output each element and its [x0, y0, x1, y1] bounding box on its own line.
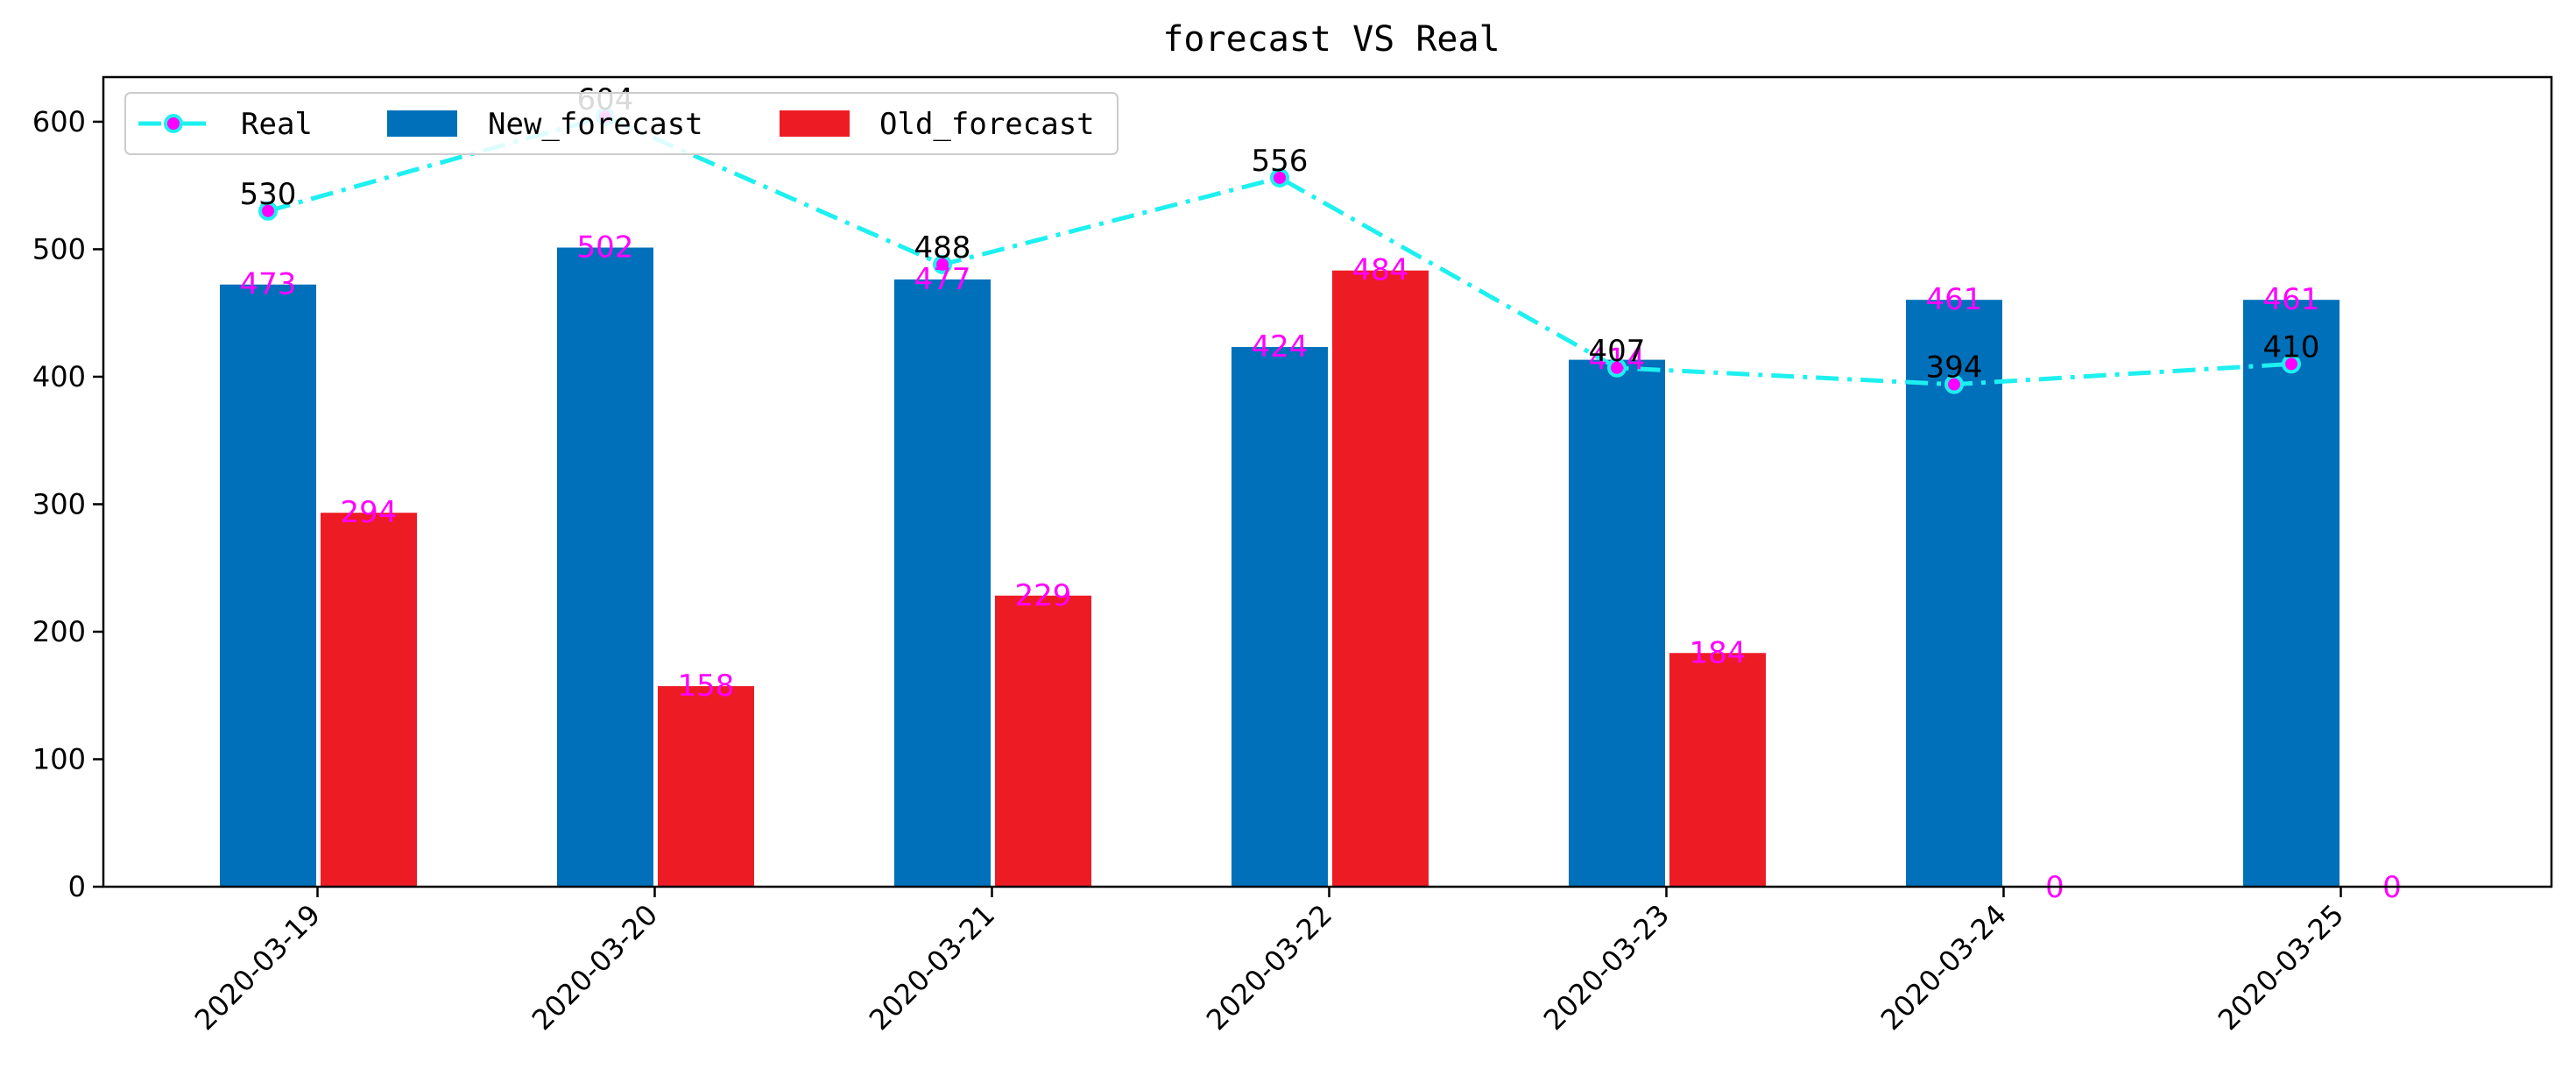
old-forecast-value-label: 294 — [341, 495, 398, 530]
x-tick-label: 2020-03-20 — [526, 898, 664, 1037]
real-value-label: 407 — [1589, 334, 1646, 369]
legend: Real New_forecast Old_forecast — [124, 92, 1119, 155]
legend-label: New_forecast — [488, 107, 703, 142]
plot-frame — [102, 75, 2553, 888]
value-labels-layer: 4732945021584772294244844141844610461053… — [240, 82, 2402, 905]
old-forecast-bar — [319, 511, 419, 888]
x-tick-label: 2020-03-21 — [863, 898, 1001, 1037]
legend-label: Real — [241, 107, 313, 142]
new-forecast-bar — [218, 282, 318, 888]
old-forecast-bar — [1330, 268, 1430, 888]
legend-label: Old_forecast — [879, 107, 1095, 142]
new-forecast-value-label: 461 — [2263, 282, 2320, 317]
new-forecast-value-label: 414 — [1589, 343, 1646, 378]
new-forecast-value-label: 477 — [914, 262, 971, 297]
chart-title: forecast VS Real — [1162, 19, 1500, 60]
real-point — [258, 201, 278, 221]
new-forecast-bar — [1230, 345, 1330, 888]
x-tick-label: 2020-03-25 — [2212, 898, 2350, 1037]
y-tick-label: 500 — [32, 232, 86, 265]
old-forecast-value-label: 158 — [678, 669, 735, 704]
legend-old-forecast-swatch — [780, 110, 850, 137]
bars-layer — [218, 245, 2341, 888]
legend-new-forecast-swatch — [387, 110, 457, 137]
x-axis: 2020-03-19 2020-03-20 2020-03-21 2020-03-22… — [188, 887, 2350, 1037]
new-forecast-bar — [893, 277, 992, 888]
x-tick-label: 2020-03-23 — [1537, 898, 1676, 1037]
legend-box — [124, 92, 1119, 155]
new-forecast-value-label: 473 — [240, 267, 297, 302]
legend-real-marker — [164, 114, 183, 133]
real-point — [933, 254, 952, 274]
new-forecast-bar — [1567, 357, 1667, 888]
x-tick-label: 2020-03-24 — [1874, 898, 2013, 1037]
old-forecast-bar — [993, 593, 1093, 888]
real-value-label: 394 — [1926, 350, 1983, 386]
real-point — [1944, 374, 1964, 394]
y-tick-label: 300 — [32, 487, 86, 520]
old-forecast-value-label: 229 — [1015, 578, 1072, 613]
x-tick-label: 2020-03-19 — [188, 898, 327, 1037]
real-value-label: 556 — [1252, 144, 1309, 179]
y-tick-label: 100 — [32, 742, 86, 775]
old-forecast-bar — [1668, 651, 1768, 888]
old-forecast-value-label: 184 — [1690, 635, 1747, 670]
real-point — [1607, 357, 1627, 378]
new-forecast-value-label: 424 — [1252, 329, 1309, 365]
new-forecast-bar — [2241, 298, 2341, 888]
real-value-label: 410 — [2263, 329, 2320, 365]
new-forecast-bar — [555, 245, 655, 888]
old-forecast-bar — [656, 684, 756, 888]
new-forecast-bar — [1904, 298, 2004, 888]
real-point — [1270, 167, 1289, 188]
real-value-label: 530 — [240, 177, 297, 212]
y-tick-label: 200 — [32, 615, 86, 648]
x-tick-label: 2020-03-22 — [1200, 898, 1338, 1037]
y-axis: 0 100 200 300 400 500 600 — [32, 105, 103, 903]
new-forecast-value-label: 502 — [577, 230, 634, 265]
new-forecast-value-label: 461 — [1926, 282, 1983, 317]
real-value-label: 488 — [914, 230, 971, 265]
y-tick-label: 0 — [68, 870, 86, 903]
y-tick-label: 600 — [32, 105, 86, 138]
y-tick-label: 400 — [32, 360, 86, 393]
real-point — [2282, 354, 2301, 374]
old-forecast-value-label: 484 — [1352, 253, 1409, 288]
